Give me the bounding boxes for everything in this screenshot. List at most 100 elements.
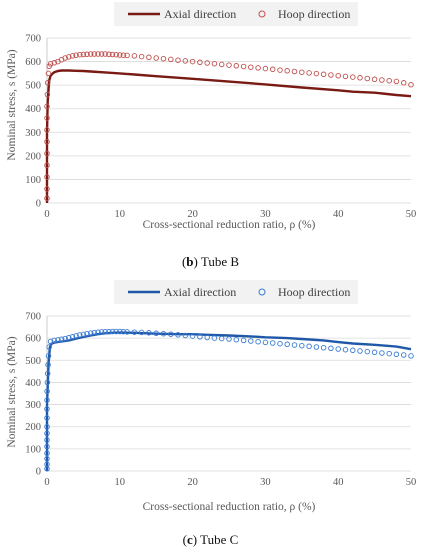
series-marker-c-hoop-15 [45,353,52,359]
series-marker-b-hoop-25 [91,51,98,57]
series-marker-c-hoop-62 [299,342,305,349]
series-marker-c-hoop-35 [113,328,119,335]
series-marker-c-hoop-20 [58,336,65,343]
x-axis-label-b: Cross-sectional reduction ratio, ρ (%) [143,219,316,231]
y-tick-label-c-200: 200 [25,422,41,433]
y-tick-labels-c: 0 100 200 300 400 500 600 700 [25,312,41,478]
series-marker-c-hoop-40 [138,329,145,336]
series-marker-c-hoop-64 [313,344,320,350]
series-marker-b-hoop-55 [277,67,283,73]
caption-c-letter: c [187,532,193,547]
series-marker-c-hoop-75 [393,351,400,358]
x-tick-label-b-10: 10 [115,209,126,220]
series-marker-b-hoop-40 [168,56,174,63]
series-marker-c-hoop-11 [44,388,50,395]
y-tick-label-c-300: 300 [25,400,41,411]
series-marker-c-hoop-24 [73,333,79,339]
series-marker-c-hoop-31 [98,329,105,335]
series-lines-c [45,331,412,471]
series-marker-b-hoop-28 [102,51,108,57]
series-marker-b-hoop-53 [262,65,269,72]
series-marker-b-hoop-54 [269,66,276,73]
series-marker-c-hoop-48 [197,334,203,340]
series-marker-b-hoop-5 [44,138,50,145]
y-tick-label-c-700: 700 [25,312,41,323]
legend-b-hoop-label: Hoop direction [278,7,350,21]
series-marker-c-hoop-77 [408,353,414,359]
series-marker-b-hoop-22 [80,51,87,58]
series-marker-b-hoop-46 [211,60,218,67]
series-marker-b-hoop-30 [109,51,116,58]
series-marker-c-hoop-50 [211,335,218,341]
y-tick-label-b-700: 700 [25,34,41,45]
series-marker-c-hoop-17 [47,338,54,345]
series-marker-c-hoop-1 [44,461,50,468]
x-tick-label-c-20: 20 [187,477,198,488]
series-marker-b-hoop-62 [328,72,334,78]
series-marker-c-hoop-54 [240,337,247,344]
series-marker-b-hoop-24 [87,51,94,57]
series-marker-b-hoop-14 [51,60,58,66]
series-marker-c-hoop-12 [44,379,51,386]
caption-c: (c) Tube C [182,532,239,547]
series-marker-c-hoop-21 [62,335,68,342]
y-tick-label-c-100: 100 [25,444,41,455]
series-marker-c-hoop-7 [44,423,50,430]
series-marker-c-hoop-37 [120,328,127,335]
series-marker-c-hoop-43 [160,330,167,337]
series-marker-b-hoop-3 [44,162,50,169]
series-marker-c-hoop-8 [44,415,50,421]
series-marker-c-hoop-19 [55,337,61,343]
series-marker-b-hoop-9 [44,91,51,98]
series-marker-c-hoop-36 [117,328,123,335]
series-marker-b-hoop-58 [299,69,305,75]
series-marker-c-hoop-32 [102,328,108,335]
series-marker-c-hoop-57 [262,339,269,346]
x-tick-label-c-40: 40 [333,477,344,488]
series-marker-c-hoop-18 [51,337,58,344]
series-marker-b-hoop-23 [84,51,90,58]
series-marker-c-hoop-10 [44,397,50,403]
series-marker-b-hoop-72 [400,80,407,86]
series-marker-b-hoop-57 [291,68,298,75]
series-marker-b-hoop-52 [255,65,261,71]
series-marker-c-hoop-9 [44,406,50,412]
series-marker-c-hoop-33 [106,328,112,335]
series-marker-c-hoop-22 [66,334,72,341]
series-marker-c-hoop-34 [109,328,116,335]
series-marker-b-hoop-2 [44,174,50,180]
series-marker-b-hoop-41 [175,57,181,63]
series-marker-b-hoop-70 [386,77,392,84]
series-marker-c-hoop-39 [131,329,138,335]
series-marker-c-hoop-68 [342,346,349,353]
y-tick-label-b-100: 100 [25,175,41,186]
series-markers-c [44,328,414,472]
series-marker-c-hoop-47 [189,333,196,339]
y-tick-label-c-400: 400 [25,378,41,389]
series-marker-b-hoop-19 [69,53,76,59]
series-marker-b-hoop-0 [44,195,50,202]
x-tick-label-b-50: 50 [406,209,417,220]
series-marker-c-hoop-38 [124,329,130,335]
series-marker-b-hoop-29 [106,51,112,58]
x-tick-label-c-0: 0 [44,477,49,488]
series-marker-c-hoop-45 [175,332,181,338]
series-marker-c-hoop-63 [306,343,312,350]
series-marker-b-hoop-73 [408,81,414,88]
series-marker-c-hoop-29 [91,329,98,336]
series-marker-b-hoop-69 [379,77,385,83]
series-marker-c-hoop-4 [44,443,50,450]
y-tick-labels-b: 0 100 200 300 400 500 600 700 [25,34,41,210]
legend-b-axial-label: Axial direction [164,7,236,21]
series-marker-b-hoop-63 [335,72,341,79]
y-tick-label-b-400: 400 [25,104,41,115]
series-marker-c-hoop-23 [69,334,76,340]
series-marker-c-hoop-69 [350,347,356,354]
series-marker-b-hoop-64 [342,73,349,80]
y-tick-label-b-0: 0 [36,199,41,210]
series-marker-b-hoop-49 [233,63,240,69]
series-marker-b-hoop-11 [45,70,52,77]
y-axis-label-c: Nominal stress, s (MPa) [6,336,18,447]
series-marker-c-hoop-25 [77,332,83,338]
series-marker-c-hoop-41 [146,330,152,336]
